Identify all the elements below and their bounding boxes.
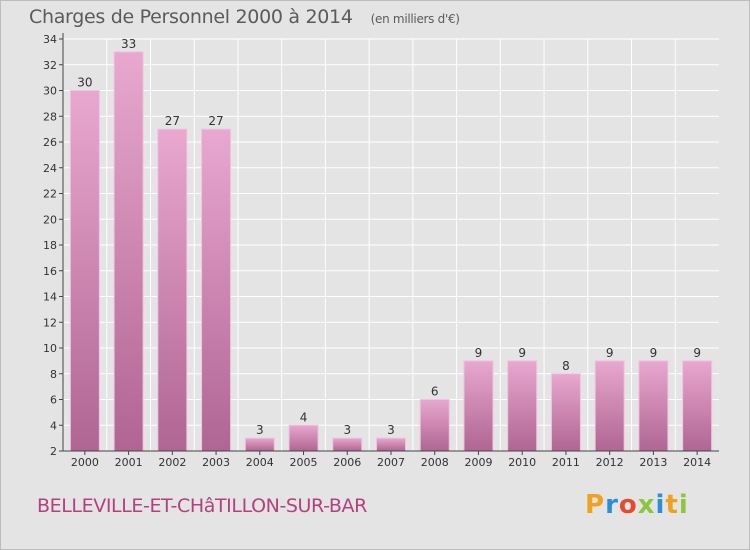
logo-letter: o (618, 490, 638, 520)
bar-2013[interactable] (638, 360, 669, 452)
y-tick-label: 14 (43, 291, 57, 304)
bar-value-label: 3 (256, 423, 264, 437)
x-tick-label: 2004 (246, 456, 274, 469)
bar-2008[interactable] (419, 399, 450, 452)
y-tick-label: 4 (50, 419, 57, 432)
x-tick-label: 2010 (508, 456, 536, 469)
x-tick-label: 2003 (202, 456, 230, 469)
y-tick-label: 34 (43, 33, 57, 46)
logo-letter: P (585, 490, 606, 520)
bar-2014[interactable] (682, 360, 713, 452)
x-tick-label: 2005 (290, 456, 318, 469)
y-tick-label: 12 (43, 316, 57, 329)
bar-value-label: 8 (562, 359, 570, 373)
x-tick-label: 2001 (115, 456, 143, 469)
bar-2006[interactable] (332, 437, 363, 452)
x-tick-label: 2007 (377, 456, 405, 469)
bar-value-label: 30 (77, 76, 92, 90)
bars (69, 51, 713, 452)
chart-title: Charges de Personnel 2000 à 2014 (en mill… (29, 6, 460, 28)
commune-name: BELLEVILLE-ET-CHâTILLON-SUR-BAR (37, 495, 367, 517)
y-tick-label: 16 (43, 265, 57, 278)
bar-2005[interactable] (288, 424, 319, 452)
logo-letter: i (655, 490, 666, 520)
bar-2002[interactable] (157, 128, 188, 452)
bar-2009[interactable] (463, 360, 494, 452)
x-tick-label: 2008 (421, 456, 449, 469)
bar-value-label: 33 (121, 37, 136, 51)
proxiti-logo[interactable]: Proxiti (585, 490, 689, 520)
y-tick-label: 28 (43, 110, 57, 123)
x-tick-label: 2014 (683, 456, 711, 469)
bar-2000[interactable] (69, 90, 100, 452)
y-tick-label: 30 (43, 85, 57, 98)
logo-letter: r (605, 490, 619, 520)
bar-value-label: 4 (300, 410, 308, 424)
bar-value-label: 6 (431, 385, 439, 399)
bar-value-label: 9 (518, 346, 526, 360)
x-tick-label: 2009 (464, 456, 492, 469)
bar-value-label: 9 (650, 346, 658, 360)
bar-value-label: 9 (693, 346, 701, 360)
y-tick-label: 2 (50, 445, 57, 458)
x-tick-label: 2000 (71, 456, 99, 469)
bar-value-label: 3 (343, 423, 351, 437)
logo-letter: i (678, 490, 689, 520)
bar-value-label: 9 (475, 346, 483, 360)
x-tick-label: 2013 (639, 456, 667, 469)
y-tick-label: 10 (43, 342, 57, 355)
logo-letter: t (665, 490, 679, 520)
bar-2007[interactable] (376, 437, 406, 452)
x-tick-label: 2011 (552, 456, 580, 469)
y-tick-label: 32 (43, 59, 57, 72)
y-tick-label: 26 (43, 136, 57, 149)
bar-2003[interactable] (201, 128, 232, 452)
bar-2001[interactable] (113, 51, 144, 452)
logo-letter: x (637, 490, 656, 520)
bar-value-label: 9 (606, 346, 614, 360)
bar-2010[interactable] (507, 360, 538, 452)
y-tick-label: 22 (43, 188, 57, 201)
y-tick-label: 24 (43, 162, 57, 175)
y-tick-label: 6 (50, 394, 57, 407)
x-tick-label: 2006 (333, 456, 361, 469)
bar-value-label: 27 (165, 114, 180, 128)
chart-subtitle: (en milliers d'€) (370, 12, 460, 26)
bar-2012[interactable] (594, 360, 625, 452)
bar-2011[interactable] (550, 373, 581, 452)
x-tick-label: 2012 (596, 456, 624, 469)
y-tick-label: 20 (43, 213, 57, 226)
y-tick-label: 18 (43, 239, 57, 252)
y-tick-label: 8 (50, 368, 57, 381)
bar-value-label: 27 (208, 114, 223, 128)
bar-value-label: 3 (387, 423, 395, 437)
x-tick-label: 2002 (158, 456, 186, 469)
chart-title-text: Charges de Personnel 2000 à 2014 (29, 6, 353, 28)
bar-2004[interactable] (244, 437, 275, 452)
